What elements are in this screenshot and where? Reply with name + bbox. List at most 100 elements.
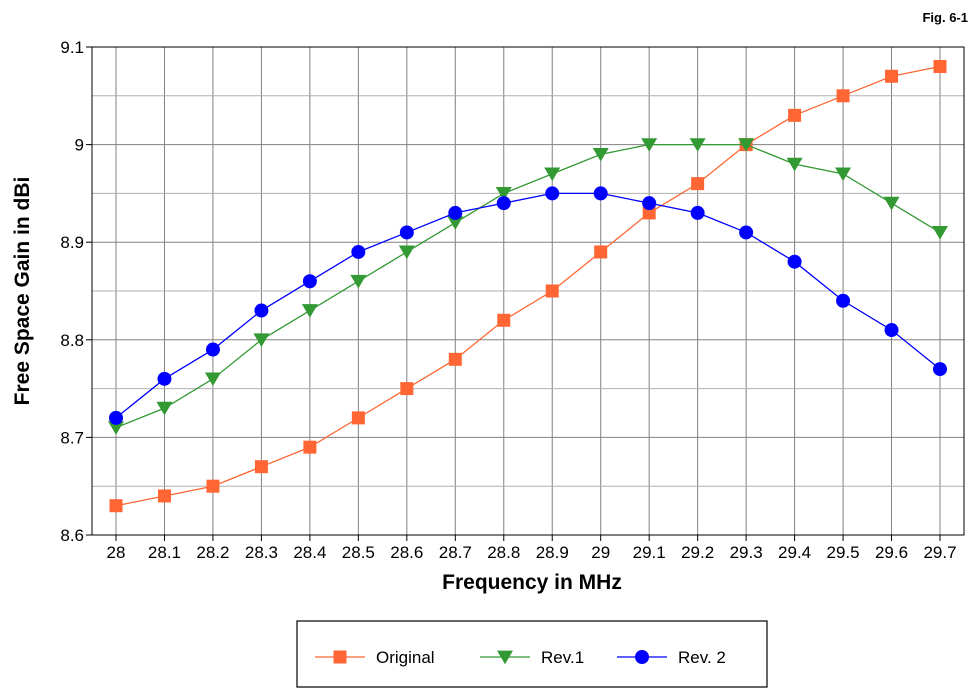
x-tick-label: 28.7 <box>439 543 472 562</box>
legend-item: Original <box>315 648 435 667</box>
x-tick-label: 29.5 <box>827 543 860 562</box>
series-group <box>108 60 948 513</box>
series-line <box>115 143 941 429</box>
data-point <box>302 274 317 289</box>
data-point <box>933 362 947 377</box>
data-point <box>301 304 318 318</box>
data-point <box>884 323 899 338</box>
data-point <box>400 382 414 396</box>
x-tick-label: 28.1 <box>148 543 181 562</box>
legend-items: Original Rev.1 Rev. 2 <box>315 648 726 667</box>
legend-marker <box>635 650 649 664</box>
data-point <box>835 167 852 182</box>
data-point <box>156 401 173 416</box>
x-tick-label: 29 <box>591 543 610 562</box>
data-point <box>205 342 220 357</box>
series-line <box>115 192 941 419</box>
data-point <box>592 147 609 162</box>
data-point <box>689 138 706 152</box>
y-tick-label: 8.9 <box>60 233 84 252</box>
data-point <box>786 157 803 172</box>
y-axis-ticks: 9.1 9 8.9 8.8 8.7 8.6 <box>60 38 92 545</box>
legend-item: Rev.1 <box>480 648 584 667</box>
x-tick-label: 28.5 <box>342 543 375 562</box>
y-tick-label: 8.6 <box>60 526 84 545</box>
data-point <box>641 138 658 152</box>
data-point <box>690 205 705 220</box>
x-tick-label: 29.1 <box>633 543 666 562</box>
x-tick-label: 28 <box>107 543 126 562</box>
data-point <box>544 167 561 182</box>
data-point <box>206 479 220 493</box>
figure-label: Fig. 6-1 <box>922 10 968 25</box>
data-point <box>157 489 171 503</box>
plot-frame <box>91 46 965 536</box>
x-tick-label: 28.6 <box>390 543 423 562</box>
data-point <box>787 254 802 269</box>
data-point <box>495 187 512 201</box>
y-axis-title: Free Space Gain in dBi <box>11 177 34 406</box>
data-point <box>642 196 657 211</box>
series-rev-1 <box>108 138 948 435</box>
data-point <box>351 244 366 259</box>
legend-item: Rev. 2 <box>617 648 726 667</box>
x-tick-label: 28.4 <box>293 543 326 562</box>
legend-box <box>296 620 768 688</box>
x-axis-ticks: 28 28.1 28.2 28.3 28.4 28.5 28.6 28.7 28.8 28.9 29… <box>107 535 957 562</box>
data-point <box>933 60 947 74</box>
x-axis-title: Frequency in MHz <box>442 571 622 594</box>
data-point <box>253 333 270 347</box>
y-tick-label: 8.7 <box>60 428 84 447</box>
data-point <box>254 460 268 474</box>
data-point <box>447 216 464 230</box>
data-point <box>109 410 123 425</box>
data-point <box>303 440 317 454</box>
data-point <box>398 245 415 260</box>
y-tick-label: 9.1 <box>60 38 84 57</box>
data-point <box>108 421 124 435</box>
data-point <box>738 138 755 152</box>
x-tick-label: 29.6 <box>875 543 908 562</box>
x-tick-label: 29.7 <box>923 543 956 562</box>
y-tick-label: 9 <box>75 136 84 155</box>
legend-label: Rev. 2 <box>678 648 726 667</box>
data-point <box>497 313 511 327</box>
data-point <box>351 411 365 425</box>
x-tick-label: 28.2 <box>196 543 229 562</box>
x-tick-label: 28.8 <box>487 543 520 562</box>
data-point <box>739 225 754 240</box>
data-point <box>691 177 705 191</box>
x-tick-label: 29.4 <box>778 543 811 562</box>
y-tick-label: 8.8 <box>60 331 84 350</box>
legend-label: Rev.1 <box>541 648 584 667</box>
data-point <box>885 69 899 83</box>
data-point <box>836 293 851 308</box>
grid <box>92 47 964 535</box>
data-point <box>932 226 948 240</box>
data-point <box>254 303 269 318</box>
data-point <box>157 371 172 386</box>
series-rev-2 <box>109 186 947 425</box>
legend-label: Original <box>376 648 435 667</box>
data-point <box>448 205 463 220</box>
data-point <box>545 186 560 201</box>
x-tick-label: 29.2 <box>681 543 714 562</box>
x-tick-label: 29.3 <box>730 543 763 562</box>
data-point <box>448 352 462 366</box>
data-point <box>204 372 221 387</box>
data-point <box>350 274 367 289</box>
data-point <box>399 225 414 240</box>
x-tick-label: 28.9 <box>536 543 569 562</box>
data-point <box>545 284 559 298</box>
legend-marker <box>333 650 347 664</box>
data-point <box>593 186 608 201</box>
data-point <box>883 196 900 211</box>
series-original <box>109 60 947 513</box>
legend: Original Rev.1 Rev. 2 <box>296 620 768 688</box>
series-line <box>115 65 941 507</box>
data-point <box>594 245 608 259</box>
data-point <box>788 108 802 122</box>
legend-marker <box>497 650 513 665</box>
data-point <box>836 89 850 103</box>
